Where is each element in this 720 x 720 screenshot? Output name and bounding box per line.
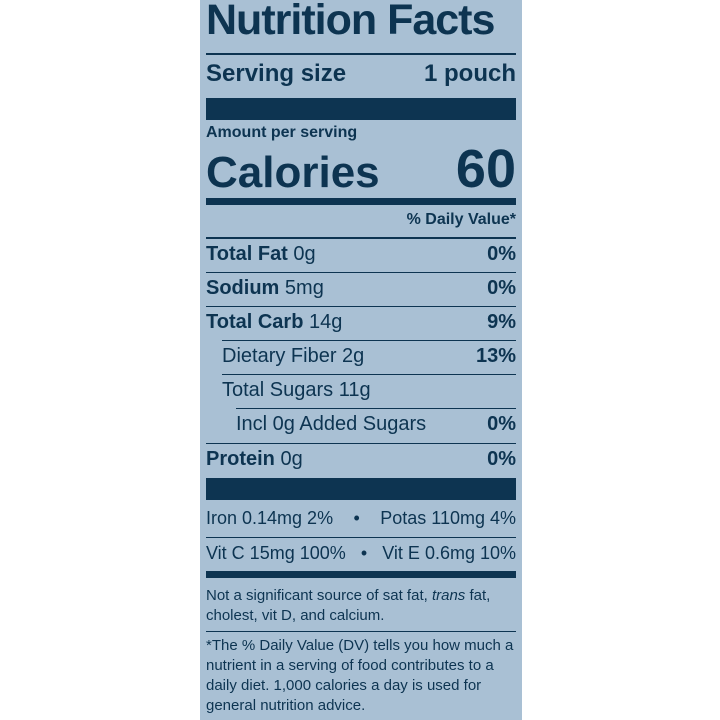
serving-label: Serving size bbox=[206, 60, 347, 87]
serving-row: Serving size 1 pouch bbox=[206, 60, 516, 88]
note-text: Not a significant source of sat fat, bbox=[206, 587, 432, 604]
calories-value: 60 bbox=[455, 139, 516, 199]
nutrient-dv: 0% bbox=[487, 277, 516, 299]
serving-value: 1 pouch bbox=[423, 60, 516, 87]
nutrient-name: Total Sugars 11g bbox=[222, 379, 371, 401]
label-panel: Nutrition Facts Serving size 1 pouch Amo… bbox=[200, 0, 522, 720]
nutrient-name: Total Carb bbox=[206, 311, 304, 333]
rule bbox=[222, 374, 516, 375]
note-italic: trans bbox=[431, 587, 466, 604]
nutrient-row: Total Carb 14g 9% bbox=[206, 311, 516, 334]
rule bbox=[206, 237, 516, 239]
nutrient-dv: 9% bbox=[487, 311, 516, 333]
nutrient-amount: 14g bbox=[308, 311, 343, 333]
bullet: • bbox=[353, 508, 360, 528]
nutrient-name: Incl 0g Added Sugars bbox=[236, 413, 427, 435]
nutrient-dv: 13% bbox=[475, 345, 516, 367]
nutrient-row: Total Fat 0g 0% bbox=[206, 243, 516, 266]
nutrient-dv: 0% bbox=[487, 413, 516, 435]
thick-rule bbox=[206, 98, 516, 120]
nutrient-row: Dietary Fiber 2g 13% bbox=[222, 345, 516, 368]
nutrient-amount: 0g bbox=[280, 448, 303, 470]
note: Not a significant source of sat fat, tra… bbox=[206, 586, 516, 626]
vitamin: Vit E 0.6mg 10% bbox=[382, 543, 516, 563]
nutrient-dv: 0% bbox=[487, 243, 516, 265]
bullet: • bbox=[360, 543, 368, 563]
vitamin: Iron 0.14mg 2% bbox=[206, 508, 334, 528]
nutrient-name: Sodium bbox=[206, 277, 280, 299]
nutrient-row: Protein 0g 0% bbox=[206, 448, 516, 471]
thick-rule bbox=[206, 478, 516, 500]
medium-rule bbox=[206, 198, 516, 205]
nutrient-amount: 5mg bbox=[284, 277, 324, 299]
medium-rule bbox=[206, 571, 516, 578]
rule bbox=[206, 272, 516, 273]
rule bbox=[206, 53, 516, 55]
calories-label: Calories bbox=[206, 148, 380, 197]
rule bbox=[206, 631, 516, 632]
vitamin-row: Iron 0.14mg 2% • Potas 110mg 4% bbox=[206, 508, 516, 529]
nutrient-amount: 0g bbox=[293, 243, 316, 265]
dv-header: % Daily Value* bbox=[406, 211, 516, 228]
rule bbox=[222, 340, 516, 341]
title: Nutrition Facts bbox=[206, 0, 495, 44]
nutrient-dv: 0% bbox=[487, 448, 516, 470]
calories-row: Calories 60 bbox=[206, 138, 516, 200]
nutrient-name: Protein bbox=[206, 448, 275, 470]
nutrient-row: Sodium 5mg 0% bbox=[206, 277, 516, 300]
footnote: *The % Daily Value (DV) tells you how mu… bbox=[206, 637, 514, 714]
vitamin-row: Vit C 15mg 100% • Vit E 0.6mg 10% bbox=[206, 543, 516, 564]
vitamin: Potas 110mg 4% bbox=[380, 508, 516, 528]
rule bbox=[206, 537, 516, 538]
rule bbox=[236, 408, 516, 409]
nutrient-name: Total Fat bbox=[206, 243, 288, 265]
vitamin: Vit C 15mg 100% bbox=[206, 543, 346, 563]
nutrient-row: Total Sugars 11g bbox=[222, 379, 516, 402]
rule bbox=[206, 443, 516, 444]
amount-label: Amount per serving bbox=[206, 124, 358, 141]
note-text: fat, cholest, vit D, and calcium. bbox=[206, 587, 491, 624]
nutrient-row: Incl 0g Added Sugars 0% bbox=[236, 413, 516, 436]
rule bbox=[206, 306, 516, 307]
nutrient-name: Dietary Fiber 2g bbox=[222, 345, 365, 367]
